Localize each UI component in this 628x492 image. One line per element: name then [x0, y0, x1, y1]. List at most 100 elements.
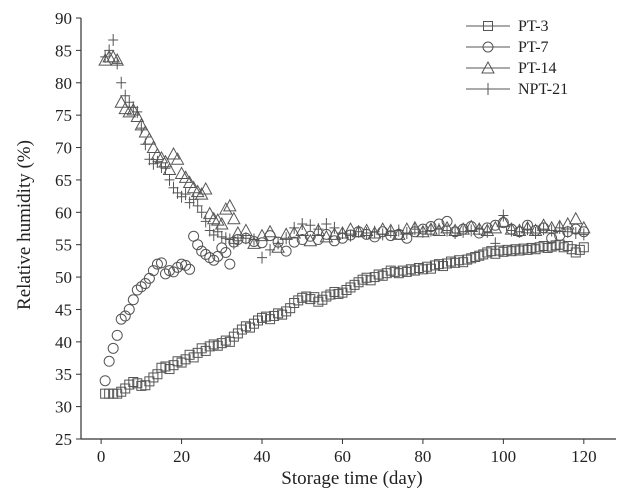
y-tick-label: 55 — [55, 236, 72, 255]
data-point-npt-21 — [152, 155, 163, 168]
data-point-npt-21 — [345, 229, 356, 242]
data-point-npt-21 — [228, 237, 239, 250]
data-point-npt-21 — [466, 224, 477, 237]
y-tick-label: 65 — [55, 171, 72, 190]
data-point-npt-21 — [442, 224, 453, 237]
data-point-npt-21 — [297, 217, 308, 230]
data-point-pt-7 — [184, 263, 196, 275]
data-point-pt-14 — [146, 140, 161, 154]
data-point-pt-14 — [227, 211, 241, 225]
data-point-pt-14 — [295, 223, 310, 236]
data-point-pt-7 — [220, 246, 232, 258]
data-point-pt-7 — [172, 261, 184, 273]
data-point-pt-14 — [178, 170, 193, 183]
data-point-npt-21 — [164, 173, 175, 186]
data-point-npt-21 — [108, 34, 119, 47]
y-tick-label: 35 — [55, 365, 72, 384]
data-point-pt-14 — [198, 181, 213, 195]
data-point-npt-21 — [417, 225, 428, 238]
data-point-pt-14 — [287, 225, 302, 239]
data-point-npt-21 — [369, 225, 380, 238]
data-point-pt-7 — [192, 239, 204, 251]
data-point-npt-21 — [240, 232, 251, 245]
data-point-npt-21 — [385, 225, 396, 238]
data-point-npt-21 — [140, 138, 151, 151]
data-point-pt-7 — [224, 258, 236, 270]
data-point-pt-7 — [208, 254, 220, 266]
data-point-npt-21 — [409, 223, 420, 236]
y-tick-label: 40 — [55, 333, 72, 352]
data-point-npt-21 — [570, 227, 581, 240]
data-point-npt-21 — [116, 76, 127, 89]
data-point-pt-7 — [180, 259, 192, 271]
y-tick-label: 85 — [55, 41, 72, 60]
x-tick-label: 100 — [491, 447, 517, 466]
data-point-npt-21 — [377, 228, 388, 241]
data-point-npt-21 — [212, 225, 223, 238]
data-point-npt-21 — [546, 224, 557, 237]
y-tick-label: 45 — [55, 300, 72, 319]
data-point-npt-21 — [120, 89, 131, 102]
data-point-npt-21 — [474, 223, 485, 236]
plot-area — [80, 18, 616, 440]
data-point-npt-21 — [313, 223, 324, 236]
data-point-npt-21 — [248, 233, 259, 246]
legend-marker-pt-3 — [483, 21, 493, 31]
x-tick-label: 120 — [571, 447, 597, 466]
data-point-pt-7 — [280, 245, 292, 257]
data-point-pt-7 — [328, 235, 340, 247]
data-point-pt-14 — [206, 211, 221, 225]
legend: PT-3 PT-7 PT-14 NPT-21 — [466, 18, 568, 98]
data-point-npt-21 — [506, 224, 517, 237]
data-point-npt-21 — [273, 237, 284, 250]
legend-label: PT-3 — [518, 18, 549, 35]
data-point-npt-21 — [196, 206, 207, 219]
data-point-pt-14 — [568, 211, 583, 225]
data-point-npt-21 — [265, 243, 276, 256]
legend-label: PT-7 — [518, 39, 549, 56]
data-point-npt-21 — [482, 225, 493, 238]
data-point-pt-7 — [200, 248, 212, 260]
data-point-pt-14 — [126, 102, 141, 116]
data-point-npt-21 — [176, 190, 187, 203]
data-point-npt-21 — [554, 221, 565, 234]
data-point-pt-14 — [174, 166, 189, 179]
data-point-npt-21 — [104, 44, 115, 57]
data-point-pt-14 — [214, 216, 229, 230]
data-point-pt-7 — [127, 294, 139, 306]
data-point-pt-14 — [182, 175, 197, 189]
data-point-npt-21 — [530, 227, 541, 240]
legend-label: NPT-21 — [518, 81, 568, 98]
y-tick-label: 25 — [55, 430, 72, 449]
data-point-npt-21 — [458, 225, 469, 238]
data-point-pt-14 — [222, 198, 237, 212]
data-point-pt-14 — [170, 152, 185, 165]
data-point-npt-21 — [128, 101, 139, 114]
data-point-pt-14 — [166, 146, 181, 160]
data-point-npt-21 — [289, 221, 300, 234]
data-point-npt-21 — [353, 225, 364, 238]
y-tick-label: 70 — [55, 139, 72, 158]
data-point-pt-14 — [496, 214, 511, 227]
data-point-npt-21 — [156, 160, 167, 173]
data-point-npt-21 — [522, 223, 533, 236]
data-point-pt-14 — [138, 124, 153, 138]
data-point-npt-21 — [562, 225, 573, 238]
y-axis-title: Relative humidity (%) — [14, 140, 35, 310]
data-point-pt-14 — [247, 236, 261, 249]
series-layer — [98, 34, 591, 399]
data-point-pt-14 — [114, 95, 129, 108]
data-point-pt-14 — [488, 220, 503, 234]
data-point-pt-7 — [489, 219, 501, 231]
data-point-pt-14 — [327, 227, 342, 240]
data-point-npt-21 — [401, 227, 412, 240]
x-tick-label: 40 — [254, 447, 271, 466]
data-point-pt-7 — [147, 265, 159, 277]
legend-marker-pt-14 — [481, 60, 495, 74]
data-point-npt-21 — [136, 122, 147, 135]
data-point-pt-14 — [319, 229, 334, 243]
data-point-pt-7 — [107, 342, 119, 354]
data-point-npt-21 — [450, 227, 461, 240]
data-point-pt-7 — [123, 303, 135, 315]
data-point-npt-21 — [361, 227, 372, 240]
